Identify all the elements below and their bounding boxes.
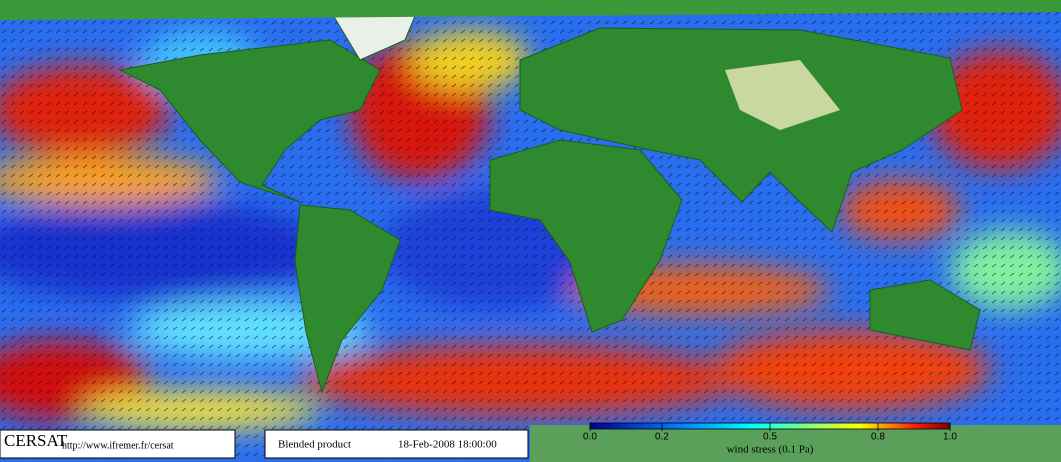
colorbar-tick-label: 0.5 xyxy=(763,432,777,443)
land xyxy=(0,0,1061,394)
date: 18-Feb-2008 18:00:00 xyxy=(398,439,497,451)
url: http://www.ifremer.fr/cersat xyxy=(62,440,174,451)
colorbar-label: wind stress (0.1 Pa) xyxy=(727,444,814,456)
colorbar-tick-label: 0.2 xyxy=(655,432,669,443)
product: Blended product xyxy=(278,439,351,451)
logo: CERSAT xyxy=(4,431,68,450)
colorbar-tick-label: 1.0 xyxy=(943,432,957,443)
colorbar-tick-label: 0.8 xyxy=(871,432,885,443)
colorbar-tick-label: 0.0 xyxy=(583,432,597,443)
